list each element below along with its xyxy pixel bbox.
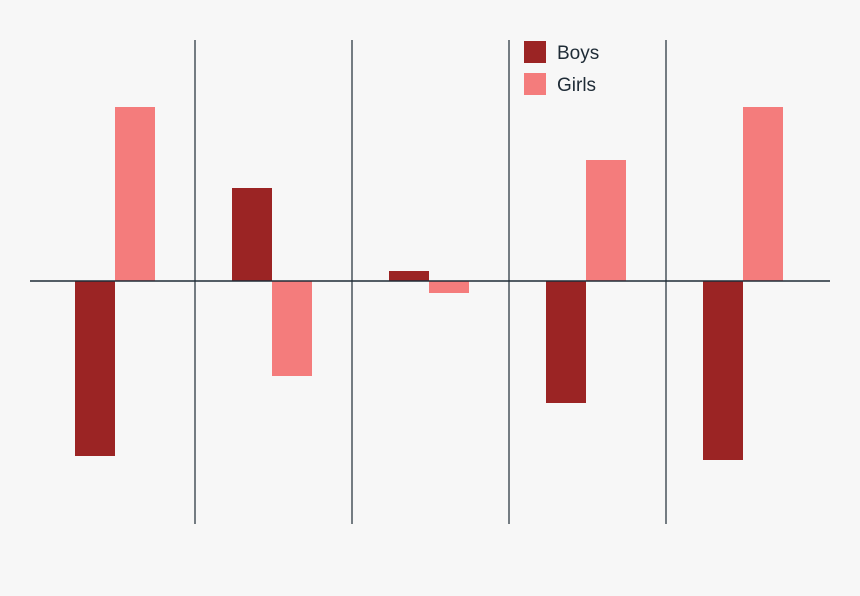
bar-girls-4 [586, 160, 626, 281]
bar-boys-2 [232, 188, 272, 281]
legend-swatch-girls [524, 73, 546, 95]
legend: Boys Girls [524, 41, 599, 96]
category-dividers [194, 40, 667, 524]
bar-boys-5 [703, 281, 743, 460]
legend-label-girls: Girls [557, 75, 596, 96]
legend-swatch-boys [524, 41, 546, 63]
bar-girls-5 [743, 107, 783, 281]
bar-boys-1 [75, 281, 115, 456]
bar-girls-3 [429, 281, 469, 293]
bar-girls-1 [115, 107, 155, 281]
legend-label-boys: Boys [557, 43, 599, 64]
bar-girls-2 [272, 281, 312, 376]
bars [75, 107, 783, 460]
bar-boys-4 [546, 281, 586, 403]
bar-boys-3 [389, 271, 429, 281]
